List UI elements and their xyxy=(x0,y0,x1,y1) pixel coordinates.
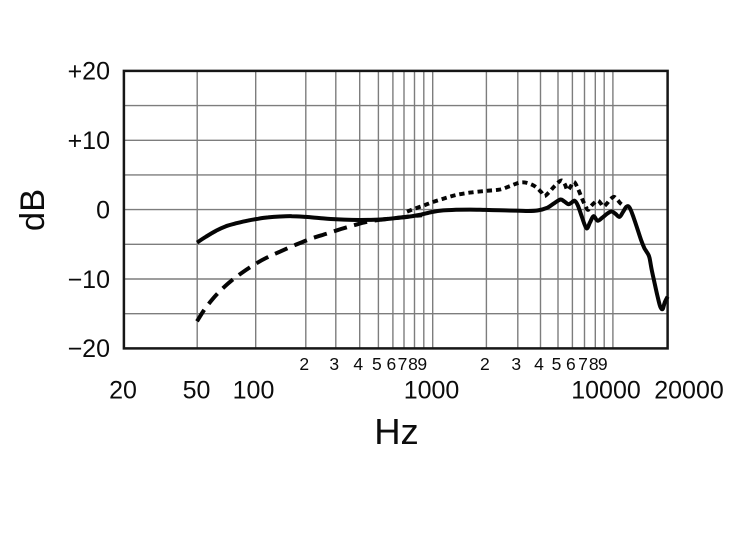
svg-text:+10: +10 xyxy=(68,127,110,155)
svg-text:10000: 10000 xyxy=(571,377,641,405)
svg-text:6: 6 xyxy=(387,354,397,374)
svg-text:Hz: Hz xyxy=(374,411,419,452)
svg-text:−10: −10 xyxy=(68,266,110,294)
svg-text:7: 7 xyxy=(578,354,588,374)
svg-text:1000: 1000 xyxy=(404,377,460,405)
svg-text:+20: +20 xyxy=(68,58,110,86)
svg-text:6: 6 xyxy=(566,354,576,374)
svg-text:2: 2 xyxy=(299,354,309,374)
svg-text:20000: 20000 xyxy=(654,377,724,405)
svg-text:−20: −20 xyxy=(68,335,110,363)
svg-text:2: 2 xyxy=(480,354,490,374)
svg-text:3: 3 xyxy=(511,354,521,374)
svg-text:dB: dB xyxy=(14,189,52,231)
svg-text:5: 5 xyxy=(552,354,562,374)
svg-text:9: 9 xyxy=(417,354,427,374)
svg-text:0: 0 xyxy=(96,196,110,224)
svg-text:100: 100 xyxy=(233,377,275,405)
svg-text:9: 9 xyxy=(598,354,608,374)
svg-text:20: 20 xyxy=(109,377,137,405)
svg-text:7: 7 xyxy=(398,354,408,374)
svg-text:4: 4 xyxy=(534,354,544,374)
svg-text:50: 50 xyxy=(183,377,211,405)
svg-text:4: 4 xyxy=(353,354,363,374)
svg-text:8: 8 xyxy=(408,354,418,374)
svg-text:5: 5 xyxy=(372,354,382,374)
svg-text:3: 3 xyxy=(329,354,339,374)
svg-text:8: 8 xyxy=(589,354,599,374)
